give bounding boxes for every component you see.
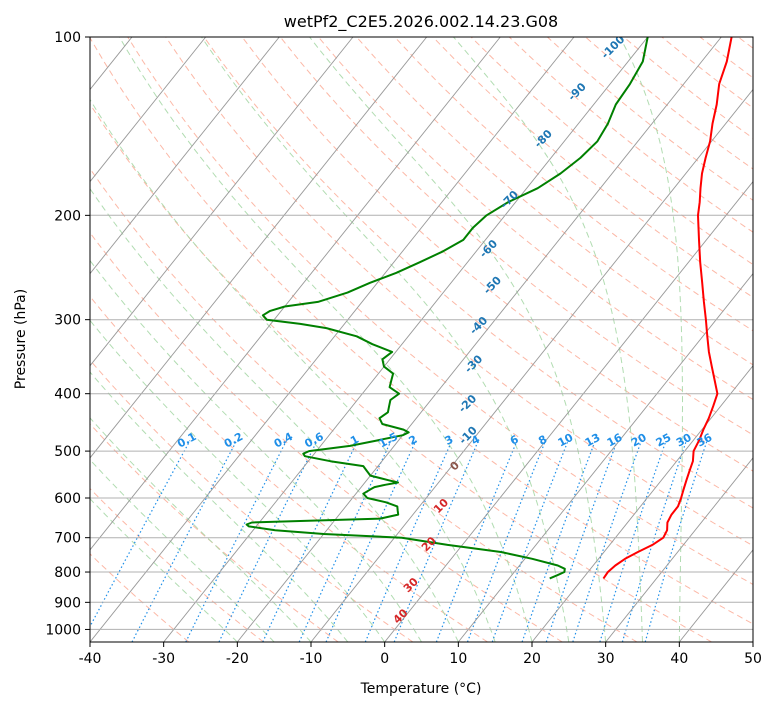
dry-adiabat-line [90, 37, 753, 625]
dry-adiabat-line [90, 103, 712, 642]
isotherm-line [236, 37, 722, 642]
mixing-ratio-line [393, 440, 479, 642]
dry-adiabat-line [90, 553, 190, 642]
dry-adiabat-line [203, 37, 753, 509]
mixing-ratio-line [364, 440, 453, 642]
mixing-ratio-line [185, 440, 288, 642]
mixing-ratio-line [298, 440, 392, 642]
isotherm-line [90, 37, 428, 459]
y-tick-label: 400 [54, 387, 81, 403]
isotherm-line [310, 88, 753, 642]
moist-adiabat-line [90, 459, 275, 642]
mixing-ratio-line [545, 440, 618, 642]
temperature-profile [602, 37, 733, 579]
x-tick-label: -10 [300, 651, 323, 667]
mixing-ratio-label: 16 [605, 431, 625, 450]
dewpoint-profile [245, 37, 649, 580]
moist-adiabat-line [453, 37, 643, 642]
moist-adiabat-line [90, 98, 496, 642]
y-tick-label: 800 [54, 565, 81, 581]
x-tick-label: 30 [597, 651, 615, 667]
isotherm-line [531, 365, 753, 642]
y-axis-label: Pressure (hPa) [13, 289, 29, 389]
dry-adiabat-line [318, 37, 753, 401]
plot-frame [89, 36, 754, 643]
pressure-gridlines [90, 37, 753, 630]
y-tick-label: 100 [54, 30, 81, 46]
sounding-series [245, 37, 733, 580]
mixing-ratio-label: 25 [654, 431, 674, 450]
mixing-ratio-lines [90, 440, 708, 642]
isotherm-line [90, 37, 354, 367]
isotherm-line [457, 272, 753, 642]
isotherm-line [384, 180, 753, 642]
moist-adiabat-line [90, 319, 386, 642]
x-axis-ticks: -40 -30 -20 -10 0 10 20 30 40 50 [79, 642, 762, 667]
x-tick-label: 20 [523, 651, 541, 667]
y-tick-label: 900 [54, 595, 81, 611]
y-axis-ticks: 100 200 300 400 500 600 700 800 900 1000 [45, 30, 90, 638]
moist-adiabat-line [118, 37, 533, 642]
mixing-ratio-line [491, 440, 569, 642]
mixing-ratio-line [90, 440, 191, 628]
y-tick-label: 300 [54, 313, 81, 329]
dry-adiabat-line [90, 167, 638, 642]
dry-adiabat-line [165, 37, 753, 547]
dry-adiabat-line [127, 37, 753, 586]
dry-adiabat-line [90, 295, 488, 642]
mixing-ratio-line [644, 440, 708, 642]
x-tick-label: -40 [79, 651, 102, 667]
isotherm-line [605, 457, 753, 642]
y-tick-label: 700 [54, 531, 81, 547]
x-tick-label: -20 [226, 651, 249, 667]
y-tick-label: 500 [54, 444, 81, 460]
moist-adiabats [90, 37, 683, 642]
y-tick-label: 1000 [45, 622, 81, 638]
moist-adiabat-line [90, 498, 238, 642]
plot-area: 0.1 0.2 0.4 0.6 1 1.5 2 3 4 6 8 10 13 16 20 25 30 36-100-… [90, 37, 753, 642]
skewed-isotherms [90, 37, 753, 642]
chart-title: wetPf2_C2E5.2026.002.14.23.G08 [284, 12, 558, 32]
mixing-ratio-label: 10 [556, 431, 576, 450]
mixing-ratio-line [218, 440, 318, 642]
isotherm-line [90, 37, 207, 183]
isotherm-line [163, 37, 649, 642]
x-tick-label: 40 [670, 651, 688, 667]
y-tick-label: 600 [54, 491, 81, 507]
moist-adiabat-line [90, 187, 459, 642]
isotherm-line [90, 37, 501, 551]
mixing-ratio-label: 30 [674, 431, 694, 450]
mixing-ratio-line [325, 440, 417, 642]
moist-adiabat-line [309, 37, 607, 642]
moist-adiabat-line [201, 37, 570, 642]
dry-adiabat-line [356, 37, 753, 366]
mixing-ratio-line [599, 440, 667, 642]
x-tick-label: -30 [152, 651, 175, 667]
mixing-ratio-label: 20 [629, 431, 649, 450]
x-axis-label: Temperature (°C) [360, 681, 482, 697]
y-tick-label: 200 [54, 208, 81, 224]
mixing-ratio-label: 13 [583, 431, 603, 450]
x-tick-label: 0 [380, 651, 389, 667]
moist-adiabat-line [619, 37, 683, 642]
moist-adiabat-line [90, 259, 422, 642]
dry-adiabat-line [90, 231, 563, 642]
isotherm-line [90, 37, 575, 642]
mixing-ratio-line [521, 440, 596, 642]
moist-adiabat-line [90, 371, 349, 642]
dry-adiabat-line [90, 423, 339, 642]
mixing-ratio-line [621, 440, 687, 642]
isotherm-line [90, 37, 280, 275]
dry-adiabat-line [394, 37, 753, 332]
x-tick-label: 50 [744, 651, 762, 667]
x-tick-label: 10 [449, 651, 467, 667]
mixing-ratio-label: 36 [695, 431, 715, 450]
